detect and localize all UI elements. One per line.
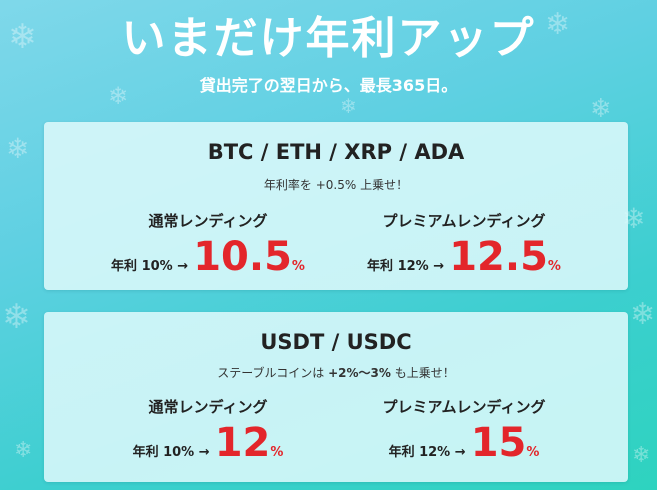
snowflake-icon: ❄ [14,438,33,463]
note-suffix: も上乗せ！ [390,366,455,380]
subline: 貸出完了の翌日から、最長365日。 [199,76,458,95]
snowflake-icon: ❄ [108,82,129,110]
snowflake-icon: ❄ [590,94,612,124]
card-note: ステーブルコインは +2%〜3% も上乗せ！ [44,364,628,381]
new-rate: 10.5 [193,234,292,280]
rate-card-stablecoin: USDT / USDC ステーブルコインは +2%〜3% も上乗せ！ 通常レンデ… [44,312,628,482]
percent-unit: % [291,259,305,274]
old-rate: 年利 10% → [132,445,210,460]
plan-label: 通常レンディング [148,212,268,230]
rate-line: 年利 12% → 15% [344,420,584,466]
card-title: BTC / ETH / XRP / ADA [207,140,465,164]
note-bold: +2%〜3% [328,366,391,380]
snowflake-icon: ❄ [6,132,30,165]
snowflake-icon: ❄ [630,297,656,332]
headline: いまだけ年利アップ [121,13,536,64]
snowflake-icon: ❄ [340,94,357,118]
rate-line: 年利 10% → 10.5% [88,234,328,280]
rate-line: 年利 12% → 12.5% [344,234,584,280]
snowflake-icon: ❄ [632,443,651,468]
plan-label: プレミアムレンディング [382,212,546,230]
old-rate: 年利 10% → [111,259,189,274]
percent-unit: % [526,445,540,460]
rate-card-crypto: BTC / ETH / XRP / ADA 年利率を +0.5% 上乗せ！ 通常… [44,122,628,290]
snowflake-icon: ❄ [8,17,37,57]
rate-line: 年利 10% → 12% [88,420,328,466]
snowflake-icon: ❄ [545,7,571,42]
plan-label: プレミアムレンディング [382,398,546,416]
plan-label: 通常レンディング [148,398,268,416]
card-note: 年利率を +0.5% 上乗せ！ [263,178,409,192]
new-rate: 12.5 [449,234,548,280]
note-prefix: ステーブルコインは [217,366,329,380]
card-title: USDT / USDC [260,330,412,354]
old-rate: 年利 12% → [367,259,445,274]
percent-unit: % [547,259,561,274]
new-rate: 15 [470,420,527,466]
percent-unit: % [270,445,284,460]
old-rate: 年利 12% → [388,445,466,460]
new-rate: 12 [214,420,271,466]
snowflake-icon: ❄ [2,297,31,337]
